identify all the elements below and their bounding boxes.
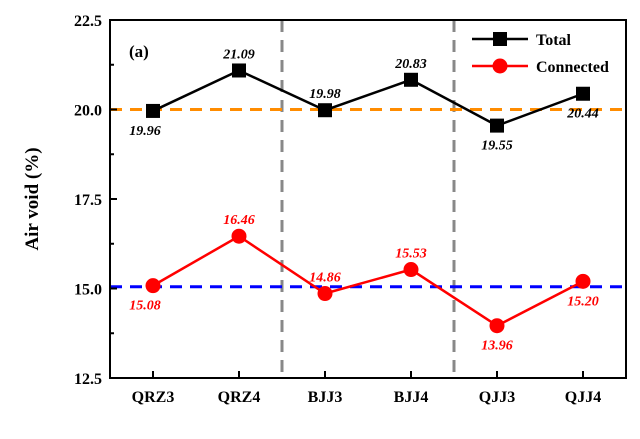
y-tick-label: 15.0 [74, 282, 102, 299]
legend-marker [493, 32, 507, 46]
reference-lines [110, 108, 626, 289]
series-line-connected [152, 234, 584, 328]
data-point [145, 278, 161, 294]
x-tick-label: QRZ3 [132, 389, 175, 406]
y-tick-label: 20.0 [74, 103, 102, 120]
x-tick-label: QJJ3 [479, 389, 515, 406]
x-tick-label: BJJ4 [394, 389, 429, 406]
legend: Total Connected [472, 32, 609, 76]
y-tick-label: 22.5 [74, 13, 102, 30]
data-label: 20.44 [566, 107, 599, 122]
data-point [403, 262, 419, 278]
data-label: 19.96 [129, 124, 161, 139]
data-point [404, 72, 418, 87]
data-point [575, 273, 591, 289]
group-separators [280, 20, 456, 378]
data-point [576, 86, 590, 101]
y-tick-label: 17.5 [74, 192, 102, 209]
y-axis: 12.5 15.0 17.5 20.0 22.5 [74, 13, 117, 388]
data-point [231, 228, 247, 244]
legend-label: Total [536, 32, 572, 49]
x-tick-label: QJJ4 [565, 389, 601, 406]
data-point [489, 318, 505, 334]
series-layer [145, 63, 591, 334]
data-point [232, 63, 246, 78]
data-point [490, 118, 504, 133]
data-label: 15.20 [567, 294, 599, 309]
data-label: 16.46 [223, 213, 255, 228]
x-tick-label: BJJ3 [308, 389, 343, 406]
data-label: 19.55 [481, 139, 513, 154]
x-axis: QRZ3 QRZ4 BJJ3 BJJ4 QJJ3 QJJ4 [132, 371, 601, 406]
data-label: 15.08 [129, 299, 161, 314]
data-label: 20.83 [394, 57, 427, 72]
data-label: 21.09 [222, 47, 255, 62]
y-tick-label: 12.5 [74, 371, 102, 388]
x-tick-label: QRZ4 [218, 389, 261, 406]
data-labels: 19.96 21.09 19.98 20.83 19.55 20.44 15.08 16.46… [129, 47, 599, 353]
series-line-total [152, 69, 584, 127]
data-label: 15.53 [395, 247, 427, 262]
legend-marker [492, 58, 508, 74]
data-label: 19.98 [309, 87, 341, 102]
panel-label: (a) [129, 42, 149, 61]
y-axis-title: Air void (%) [22, 147, 43, 250]
legend-label: Connected [536, 59, 609, 76]
data-label: 13.96 [481, 339, 513, 354]
data-point [318, 103, 332, 118]
data-point [317, 286, 333, 302]
data-label: 14.86 [309, 271, 341, 286]
data-point [146, 103, 160, 118]
